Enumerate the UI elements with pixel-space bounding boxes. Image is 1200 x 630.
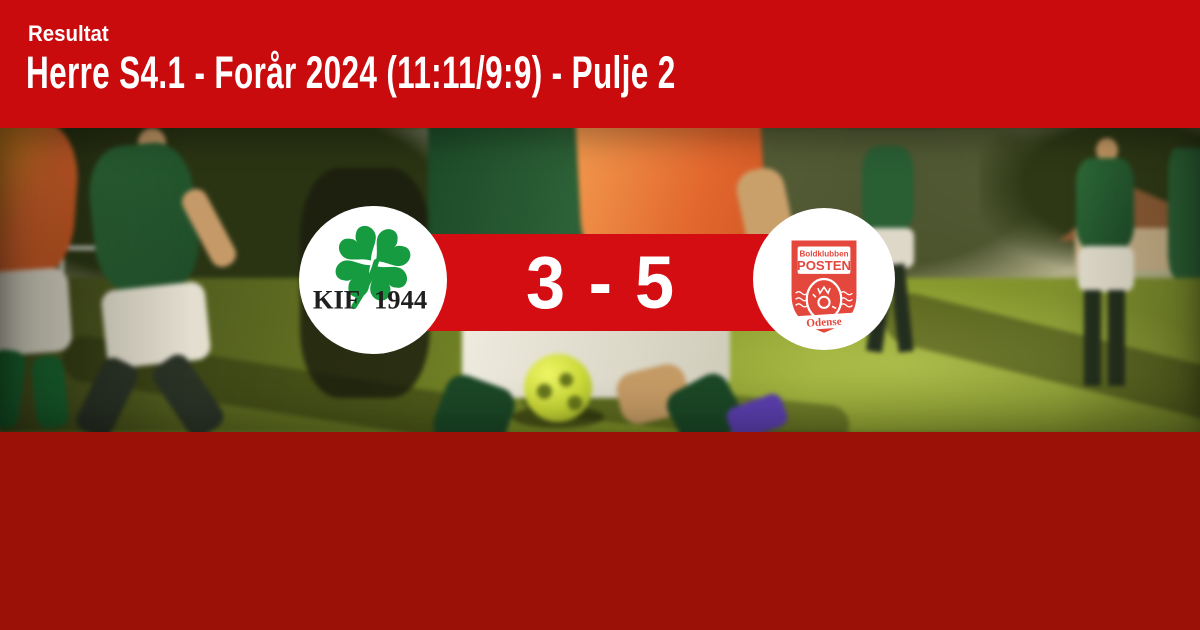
player-right-shorts <box>1078 246 1134 292</box>
posten-waves-left <box>795 291 809 308</box>
away-team-badge: Boldklubben POSTEN Odense <box>753 208 895 350</box>
player-right-leg-2 <box>1108 290 1125 386</box>
home-score: 3 <box>525 240 565 324</box>
header-bar: Resultat Herre S4.1 - Forår 2024 (11:11/… <box>0 0 1200 128</box>
posten-horn-detail <box>812 293 837 310</box>
posten-waves-right <box>839 291 853 308</box>
kif-logo: KIF 1944 <box>313 225 427 315</box>
match-photo <box>0 128 1200 432</box>
kif-year-text: 1944 <box>374 285 427 315</box>
player-right-head <box>1096 138 1118 162</box>
football <box>524 354 592 422</box>
clover-stem <box>351 258 379 310</box>
posten-name-box <box>797 246 851 274</box>
result-kicker: Resultat <box>28 21 109 46</box>
player-right-torso <box>1076 158 1134 250</box>
kif-abbr-text: KIF <box>313 285 360 315</box>
tournament-title: Herre S4.1 - Forår 2024 (11:11/9:9) - Pu… <box>26 47 676 98</box>
posten-city-text: Odense <box>806 316 842 330</box>
posten-crown <box>817 285 831 295</box>
away-score: 5 <box>635 240 675 324</box>
posten-horn <box>817 295 831 309</box>
player-mid-right-torso <box>862 146 914 234</box>
footer-section <box>0 432 1200 630</box>
player-far-right-partial <box>1168 148 1200 278</box>
player-right-leg <box>1084 290 1101 386</box>
posten-logo: Boldklubben POSTEN Odense <box>791 240 858 333</box>
posten-name-text: POSTEN <box>797 258 851 273</box>
posten-banner <box>791 312 858 331</box>
score-separator: - <box>588 240 612 324</box>
posten-club-text: Boldklubben <box>799 250 848 259</box>
home-team-badge: KIF 1944 <box>299 206 447 354</box>
score-band: 3 - 5 <box>373 234 827 331</box>
